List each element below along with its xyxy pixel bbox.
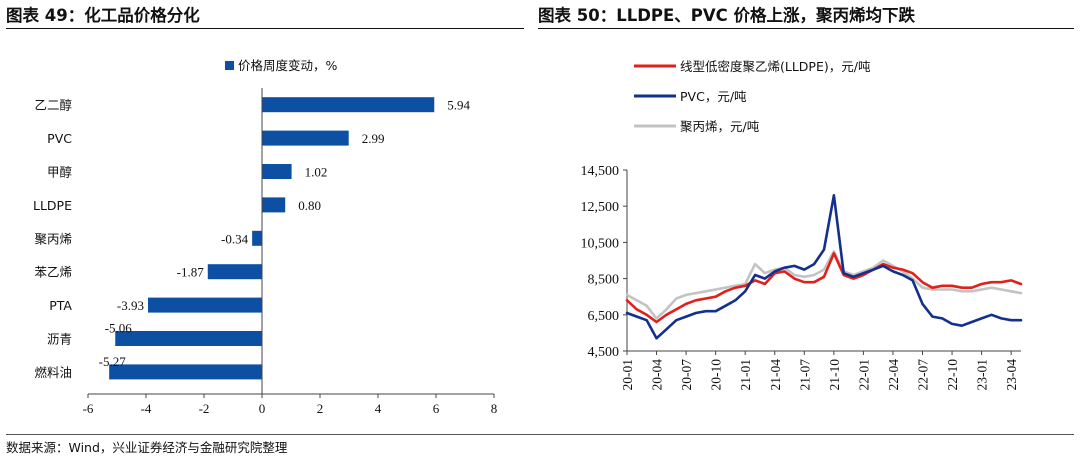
- x-tick-label: 22-01: [856, 359, 871, 391]
- x-tick-label: 23-04: [1004, 359, 1019, 391]
- x-tick-label: 8: [491, 401, 498, 416]
- x-tick-label: 22-07: [916, 359, 931, 391]
- y-tick-label: 4,500: [588, 345, 620, 360]
- left-title-rule: [6, 28, 524, 29]
- x-tick-label: 21-07: [797, 359, 812, 391]
- y-tick-label: 14,500: [581, 164, 620, 179]
- x-tick-label: 20-01: [620, 359, 635, 391]
- left-chart-title: 图表 49：化工品价格分化: [6, 6, 200, 25]
- value-label: -5.06: [105, 321, 133, 336]
- bar: [262, 130, 349, 146]
- x-tick-label: 4: [375, 401, 382, 416]
- legend-label: 聚丙烯，元/吨: [680, 119, 760, 134]
- y-tick-label: 12,500: [581, 200, 620, 215]
- bar: [252, 230, 262, 246]
- value-label: -1.87: [177, 265, 205, 280]
- x-tick-label: 0: [259, 401, 266, 416]
- x-tick-label: 20-10: [709, 359, 724, 391]
- category-label: 燃料油: [34, 365, 72, 380]
- y-tick-label: 8,500: [588, 273, 620, 288]
- category-label: 聚丙烯: [34, 231, 72, 246]
- y-tick-label: 10,500: [581, 236, 620, 251]
- series-line: [625, 194, 1023, 340]
- legend-swatch: [225, 61, 234, 70]
- category-label: PVC: [47, 131, 72, 146]
- bar-chart: 价格周度变动，% 乙二醇 5.94 PVC 2.99 甲醇 1.02 LLDPE 0.80 聚丙烯…: [33, 58, 498, 416]
- bar: [207, 264, 262, 280]
- series-line: [625, 252, 1023, 324]
- value-label: 5.94: [447, 98, 470, 113]
- x-tick-label: 22-04: [886, 359, 901, 391]
- value-label: 1.02: [305, 165, 328, 180]
- x-tick-label: 21-04: [768, 359, 783, 391]
- x-tick-label: 20-04: [650, 359, 665, 391]
- right-title-rule: [538, 28, 1074, 29]
- series-line: [625, 250, 1023, 320]
- bar: [115, 331, 262, 346]
- category-label: 甲醇: [47, 165, 72, 180]
- x-tick-label: -6: [83, 401, 94, 416]
- bar: [109, 364, 262, 380]
- category-label: 苯乙烯: [34, 265, 72, 280]
- legend-label: 线型低密度聚乙烯(LLDPE)，元/吨: [680, 59, 871, 74]
- x-tick-label: 20-07: [679, 359, 694, 391]
- x-tick-label: 21-10: [827, 359, 842, 391]
- x-tick-label: -2: [199, 401, 210, 416]
- x-tick-label: 2: [317, 401, 324, 416]
- legend-label: PVC，元/吨: [680, 89, 747, 104]
- bar: [262, 197, 286, 213]
- footer-rule: [6, 434, 1074, 435]
- source-note: 数据来源：Wind，兴业证券经济与金融研究院整理: [6, 440, 288, 455]
- value-label: 0.80: [298, 198, 321, 213]
- legend-label: 价格周度变动，%: [238, 58, 338, 73]
- line-chart-panel: 线型低密度聚乙烯(LLDPE)，元/吨 PVC，元/吨 聚丙烯，元/吨 4,500 6,…: [534, 32, 1080, 432]
- x-tick-label: 22-10: [945, 359, 960, 391]
- value-label: -0.34: [221, 231, 249, 246]
- category-label: PTA: [49, 298, 72, 313]
- value-label: 2.99: [362, 131, 385, 146]
- bar: [148, 297, 262, 313]
- bar: [262, 164, 292, 179]
- category-label: 乙二醇: [34, 98, 72, 113]
- bar-chart-panel: 价格周度变动，% 乙二醇 5.94 PVC 2.99 甲醇 1.02 LLDPE 0.80 聚丙烯…: [0, 32, 530, 432]
- value-label: -3.93: [117, 298, 144, 313]
- right-chart-title: 图表 50：LLDPE、PVC 价格上涨，聚丙烯均下跌: [538, 6, 916, 25]
- category-label: 沥青: [47, 332, 72, 347]
- value-label: -5.27: [99, 354, 127, 369]
- x-tick-label: 21-01: [738, 359, 753, 391]
- y-tick-label: 6,500: [588, 309, 620, 324]
- x-tick-label: 6: [433, 401, 440, 416]
- x-tick-label: -4: [141, 401, 152, 416]
- bar: [262, 97, 435, 113]
- category-label: LLDPE: [33, 198, 72, 213]
- x-tick-label: 23-01: [975, 359, 990, 391]
